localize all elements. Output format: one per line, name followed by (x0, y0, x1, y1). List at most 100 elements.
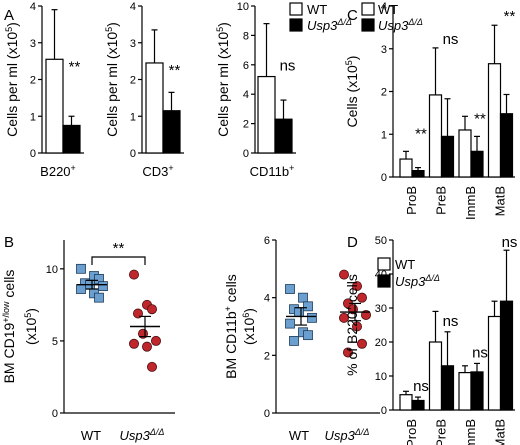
b2-y-label-2: (x106) (241, 308, 257, 345)
b1-point-ko (128, 269, 139, 280)
panel-label-b: B (4, 234, 14, 251)
legend-c-label-ko: Usp3Δ/Δ (378, 17, 423, 33)
a1-y-tick-label: 0 (30, 148, 36, 160)
d-bar-ko (499, 300, 514, 411)
b1-point-wt (76, 263, 86, 274)
b1-y-tick-label: 10 (46, 264, 58, 276)
b2-point-ko (342, 347, 353, 358)
a1-bar-wt (45, 58, 64, 154)
b1-y-tick-label: 5 (52, 336, 58, 348)
a2-y-tick-label: 4 (130, 1, 136, 13)
d-y-tick-label: 20 (375, 337, 387, 349)
d-bar-wt (487, 315, 502, 411)
legend-a-label-ko: Usp3Δ/Δ (307, 17, 352, 33)
a1-y-tick-label: 2 (30, 75, 36, 87)
d-y-tick-label: 10 (375, 371, 387, 383)
b1-y-label: BM CD19+/low cells (1, 270, 17, 384)
b2-point-wt (289, 336, 299, 346)
c-bar-wt (428, 94, 443, 178)
c-bar-wt (487, 63, 502, 178)
a3-y-tick-label: 6 (243, 60, 249, 72)
d-bar-ko (440, 365, 455, 411)
c-significance: ns (443, 31, 459, 48)
a2-y-tick-label: 3 (130, 38, 136, 50)
b2-y-label: BM CD11b+ cells (223, 274, 239, 379)
d-significance: ns (413, 378, 429, 395)
legend-c-swatch-ko (361, 18, 375, 32)
c-category-label: PreB (434, 186, 449, 215)
c-bar-ko (470, 150, 484, 178)
c-bar-ko (499, 113, 514, 178)
b2-category-label: Usp3Δ/Δ (325, 427, 370, 443)
d-significance: ns (472, 344, 488, 361)
legend-d-label-wt: WT (395, 257, 415, 272)
c-category-label: ImmB (463, 186, 478, 220)
b2-y-tick-label: 4 (264, 293, 270, 305)
a2-y-tick-label: 2 (130, 75, 136, 87)
d-bar-wt (428, 341, 443, 411)
legend-d-swatch-ko (377, 274, 391, 288)
a3-y-tick-label: 2 (243, 119, 249, 131)
b1-point-ko (146, 304, 157, 315)
b1-point-wt (94, 292, 104, 303)
a2-y-tick-label: 1 (130, 111, 136, 123)
c-bar-wt (458, 129, 472, 178)
panel-label-a: A (4, 7, 14, 24)
b2-y-tick-label: 2 (264, 350, 270, 362)
a1-bar-ko (62, 124, 81, 154)
legend-a-swatch-wt (289, 2, 303, 16)
c-significance: ** (504, 8, 516, 25)
a2-x-label: CD3+ (142, 163, 173, 179)
b1-point-ko (141, 341, 152, 352)
d-bar-ko (411, 399, 425, 411)
d-y-tick-label: 0 (381, 405, 387, 417)
b1-y-tick-label: 0 (52, 408, 58, 420)
d-bar-wt (399, 394, 413, 411)
b2-point-ko (338, 269, 349, 280)
b2-point-wt (298, 292, 308, 303)
panel-label-d: D (347, 234, 358, 251)
c-y-tick-label: 2 (381, 87, 387, 99)
d-y-label: % of B220+ cells (344, 274, 360, 376)
legend-d-swatch-wt (377, 257, 391, 271)
b2-point-ko (338, 312, 349, 323)
c-y-tick-label: 3 (381, 44, 387, 56)
a1-significance: ** (69, 58, 81, 75)
a3-bar-ko (274, 118, 293, 154)
d-significance: ns (502, 234, 518, 251)
a2-bar-wt (145, 62, 164, 154)
b2-point-ko (351, 321, 362, 332)
d-bar-wt (458, 372, 472, 411)
a2-significance: ** (169, 62, 181, 79)
b1-point-ko (150, 335, 161, 346)
b2-point-wt (303, 330, 313, 341)
c-y-tick-label: 0 (381, 172, 387, 184)
a1-x-label: B220+ (40, 163, 76, 179)
c-category-label: MatB (493, 186, 508, 216)
b2-y-tick-label: 0 (264, 408, 270, 420)
d-bar-ko (470, 371, 484, 411)
b1-category-label: Usp3Δ/Δ (120, 427, 165, 443)
c-bar-ko (440, 135, 455, 178)
legend-a-swatch-ko (289, 18, 303, 32)
b2-point-ko (356, 338, 367, 349)
c-category-label: ProB (404, 186, 419, 215)
b2-point-ko (356, 292, 367, 303)
c-y-tick-label: 1 (381, 129, 387, 141)
legend-c-swatch-wt (361, 2, 375, 16)
d-category-label: PreB (434, 419, 449, 445)
d-y-tick-label: 30 (375, 303, 387, 315)
a3-y-tick-label: 10 (237, 1, 249, 13)
a3-significance: ns (280, 58, 296, 75)
b2-y-tick-label: 6 (264, 235, 270, 247)
a3-y-tick-label: 8 (243, 30, 249, 42)
b1-point-ko (146, 361, 157, 372)
b2-category-label: WT (289, 428, 309, 443)
b2-point-wt (285, 284, 295, 294)
a3-y-tick-label: 4 (243, 89, 249, 101)
a1-y-label: Cells per ml (x105) (4, 22, 20, 137)
c-significance: ** (415, 126, 427, 143)
a2-y-tick-label: 0 (130, 148, 136, 160)
